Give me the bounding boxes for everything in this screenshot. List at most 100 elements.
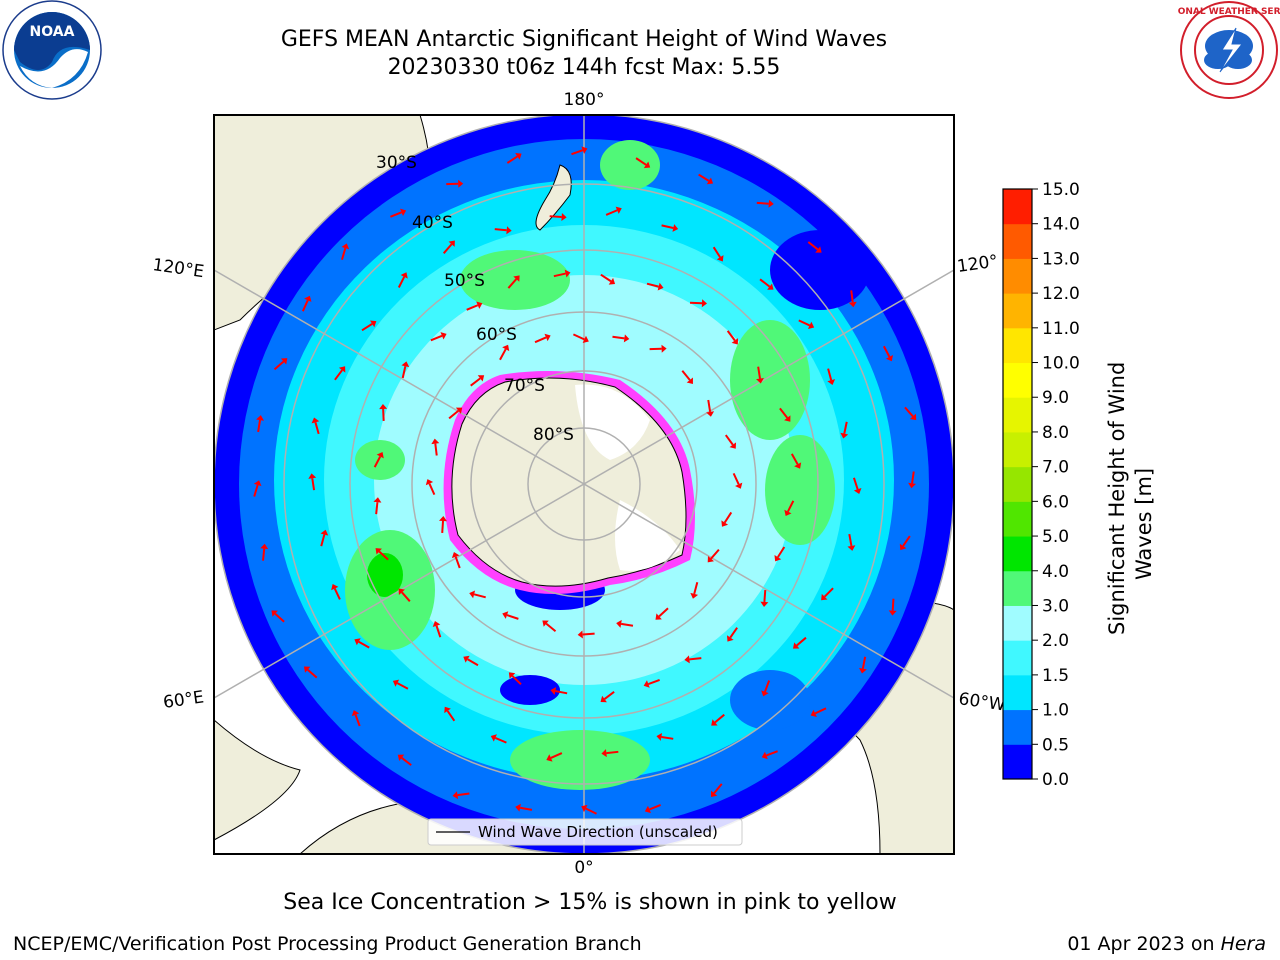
lat-label-40s: 40°S [412, 213, 453, 233]
colorbar-tick-label: 11.0 [1042, 319, 1080, 339]
wave-direction-arrow [882, 345, 894, 362]
colorbar-cell [1003, 223, 1032, 259]
wave-direction-arrow [308, 473, 317, 491]
noaa-logo-text: NOAA [30, 24, 75, 40]
map-legend [427, 818, 743, 846]
lon-label-120e: 120°E [151, 255, 205, 282]
wave-direction-arrow [774, 546, 786, 562]
colorbar-tick-label: 5.0 [1042, 527, 1069, 547]
colorbar-cell [1003, 466, 1032, 502]
wave-direction-arrow [904, 406, 917, 421]
wave-direction-arrow [848, 290, 857, 308]
wave-direction-arrow [601, 749, 619, 758]
wave-direction-arrow [390, 208, 407, 218]
wave-direction-arrow [756, 199, 774, 208]
wave-direction-arrow [311, 417, 320, 435]
colorbar-tick-label: 1.5 [1042, 666, 1069, 686]
wave-direction-arrow [577, 630, 595, 639]
wave-direction-arrow [444, 706, 456, 722]
colorbar-cell [1003, 293, 1032, 329]
wave-direction-arrow [821, 587, 834, 601]
lat-label-30s: 30°S [376, 153, 417, 173]
wave-direction-arrow [858, 656, 867, 674]
lat-label-70s: 70°S [504, 376, 545, 396]
wave-direction-arrow [711, 713, 725, 726]
colorbar: 0.0 0.5 1.0 1.5 2.0 3.0 4.0 5.0 6.0 7.0 8.0 9.0 10.0… [1002, 180, 1080, 790]
colorbar-cell [1003, 189, 1032, 225]
graticule [214, 115, 954, 854]
colorbar-tick-label: 14.0 [1042, 215, 1080, 235]
wave-direction-arrow [320, 529, 329, 547]
wave-direction-arrow [379, 403, 388, 422]
wave-direction-arrow [439, 516, 448, 534]
wave-direction-arrow [798, 319, 815, 330]
wave-direction-arrow [727, 627, 738, 642]
wave-direction-arrow [761, 680, 771, 697]
wave-direction-arrow [401, 361, 410, 379]
wave-direction-arrow [448, 407, 463, 420]
wave-direction-arrow [502, 611, 519, 620]
wave-direction-arrow [644, 804, 661, 814]
wave-direction-arrow [600, 691, 615, 703]
wave-direction-arrow [656, 733, 674, 741]
wave-direction-arrow [690, 582, 699, 599]
wave-direction-arrow [600, 273, 616, 285]
wave-direction-arrow [707, 548, 720, 563]
wave-direction-arrow [451, 552, 461, 569]
sea-ice-note: Sea Ice Concentration > 15% is shown in … [283, 890, 897, 915]
wave-direction-arrow [494, 226, 512, 235]
wave-direction-arrow [354, 638, 370, 649]
footer-date: 01 Apr 2023 on Hera [1067, 933, 1266, 955]
footer-date-text: 01 Apr 2023 on [1067, 933, 1215, 955]
lat-label-50s: 50°S [444, 271, 485, 291]
colorbar-cell [1003, 674, 1032, 711]
chart-title-line2: 20230330 t06z 144h fcst Max: 5.55 [387, 55, 781, 80]
map-frame [213, 114, 955, 855]
wave-direction-arrow [425, 479, 436, 496]
wave-direction-arrow [726, 330, 739, 345]
colorbar-tick-label: 8.0 [1042, 423, 1069, 443]
chart-title-line1: GEFS MEAN Antarctic Significant Height o… [280, 27, 888, 52]
colorbar-tick-label: 12.0 [1042, 284, 1080, 304]
colorbar-tick-label: 4.0 [1042, 562, 1069, 582]
wave-direction-arrow [542, 620, 557, 633]
wave-direction-arrow [779, 407, 791, 422]
wave-direction-arrow [810, 707, 827, 718]
wave-direction-arrow [649, 344, 667, 353]
wave-direction-arrow [721, 511, 733, 527]
colorbar-cell [1003, 709, 1032, 745]
wave-direction-arrow [616, 619, 634, 628]
wave-direction-arrow [431, 438, 440, 456]
wave-direction-arrow [273, 358, 288, 371]
wave-direction-arrow [761, 750, 778, 760]
wave-direction-arrow [361, 320, 377, 332]
wave-direction-arrow [899, 535, 911, 551]
lon-label-180: 180° [564, 90, 605, 110]
wave-direction-arrow [550, 687, 568, 696]
colorbar-cell [1003, 570, 1032, 606]
colorbar-cell [1003, 258, 1032, 294]
wave-direction-arrow [469, 590, 486, 599]
wave-direction-arrow [635, 157, 651, 169]
wave-direction-arrow [572, 333, 589, 344]
lat-label-60s: 60°S [476, 325, 517, 345]
wave-direction-arrow [271, 610, 285, 623]
colorbar-tick-label: 6.0 [1042, 492, 1069, 512]
colorbar-tick-label: 7.0 [1042, 458, 1069, 478]
colorbar-tick-label: 9.0 [1042, 388, 1069, 408]
colorbar-cell [1003, 431, 1032, 468]
wave-direction-arrow [689, 299, 708, 308]
wave-direction-arrow [506, 153, 522, 164]
wave-direction-arrow [807, 241, 822, 253]
wave-direction-arrow [549, 213, 567, 222]
colorbar-label: Significant Height of Wind Waves [m] [1105, 362, 1156, 635]
colorbar-cell [1003, 605, 1032, 641]
wave-direction-arrow [446, 179, 464, 188]
wave-direction-arrow [684, 655, 702, 664]
wave-direction-arrow [546, 752, 563, 762]
colorbar-cell [1003, 744, 1032, 780]
colorbar-tick-label: 15.0 [1042, 180, 1080, 200]
wave-direction-arrow [452, 791, 470, 800]
wave-direction-arrow [508, 672, 522, 686]
